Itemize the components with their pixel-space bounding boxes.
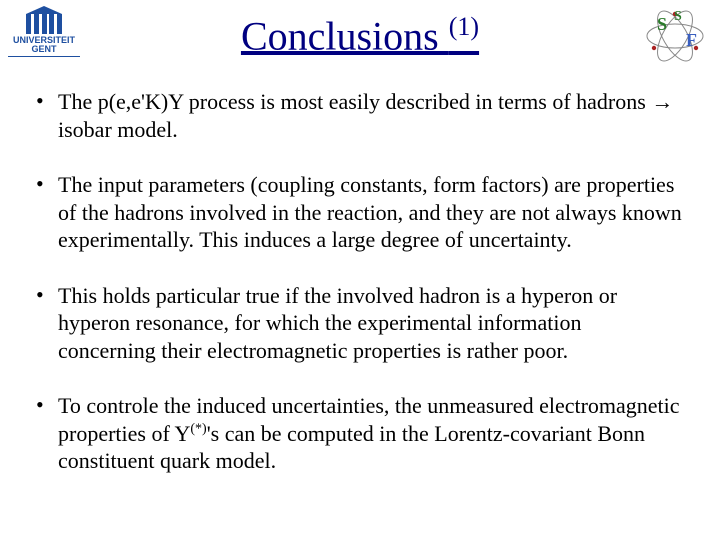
- logo-ssf: S S F: [642, 6, 708, 66]
- header: UNIVERSITEIT GENT Conclusions (1) S S F: [0, 0, 720, 78]
- ssf-letter-s2: S: [674, 9, 682, 24]
- arrow-icon: →: [651, 89, 673, 114]
- title-sup: (1): [449, 12, 479, 41]
- list-item: • The p(e,e'K)Y process is most easily d…: [36, 88, 684, 143]
- b4-sup: (*): [190, 421, 206, 436]
- bullet-icon: •: [36, 392, 58, 475]
- bullet-text-3: This holds particular true if the involv…: [58, 282, 684, 365]
- list-item: • The input parameters (coupling constan…: [36, 171, 684, 254]
- content: • The p(e,e'K)Y process is most easily d…: [0, 78, 720, 475]
- list-item: • This holds particular true if the invo…: [36, 282, 684, 365]
- bullet-text-2: The input parameters (coupling constants…: [58, 171, 684, 254]
- bullet-text-1: The p(e,e'K)Y process is most easily des…: [58, 88, 684, 143]
- bullet-icon: •: [36, 282, 58, 365]
- page-title: Conclusions (1): [0, 12, 720, 59]
- title-main: Conclusions: [241, 13, 449, 58]
- atom-icon: S S F: [642, 6, 708, 66]
- bullet-icon: •: [36, 88, 58, 143]
- list-item: • To controle the induced uncertainties,…: [36, 392, 684, 475]
- bullet-text-4: To controle the induced uncertainties, t…: [58, 392, 684, 475]
- ssf-letter-f: F: [686, 30, 697, 50]
- b1-pre: The p(e,e'K)Y process is most easily des…: [58, 89, 651, 114]
- b1-post: isobar model.: [58, 117, 178, 142]
- bullet-icon: •: [36, 171, 58, 254]
- ssf-letter-s1: S: [657, 14, 667, 34]
